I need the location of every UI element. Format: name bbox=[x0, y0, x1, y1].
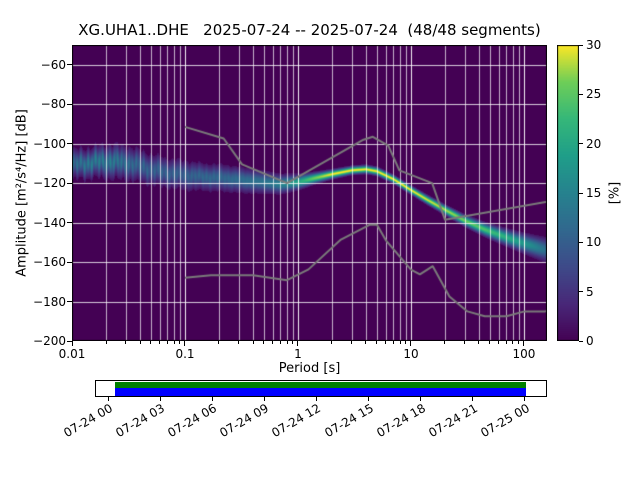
colorbar-tick-mark bbox=[579, 44, 583, 46]
x-minor-tick-mark bbox=[444, 341, 446, 344]
x-minor-tick-mark bbox=[105, 341, 107, 344]
x-minor-tick-mark bbox=[166, 341, 168, 344]
timeline-bar bbox=[95, 380, 547, 397]
colorbar-tick-mark bbox=[579, 241, 583, 243]
colorbar-tick-mark bbox=[579, 340, 583, 342]
y-tick-label: −80 bbox=[40, 97, 66, 112]
y-tick-label: −160 bbox=[33, 255, 66, 270]
x-tick-label: 0.1 bbox=[175, 347, 195, 361]
timeline-data-green bbox=[115, 382, 526, 388]
x-tick-mark bbox=[523, 341, 525, 346]
timeline-data-blue bbox=[115, 388, 526, 396]
x-minor-tick-mark bbox=[392, 341, 394, 344]
x-minor-tick-mark bbox=[218, 341, 220, 344]
y-axis-label: Amplitude [m²/s⁴/Hz] [dB] bbox=[14, 109, 30, 277]
x-minor-tick-mark bbox=[498, 341, 500, 344]
colorbar-tick-label: 10 bbox=[586, 235, 602, 250]
x-minor-tick-mark bbox=[159, 341, 161, 344]
timeline-tick-mark bbox=[263, 397, 265, 401]
x-axis-label: Period [s] bbox=[278, 361, 341, 376]
x-minor-tick-mark bbox=[376, 341, 378, 344]
y-tick-label: −120 bbox=[33, 176, 66, 191]
x-minor-tick-mark bbox=[385, 341, 387, 344]
x-minor-tick-mark bbox=[331, 341, 333, 344]
x-minor-tick-mark bbox=[150, 341, 152, 344]
x-minor-tick-mark bbox=[252, 341, 254, 344]
x-minor-tick-mark bbox=[512, 341, 514, 344]
chart-title: XG.UHA1..DHE 2025-07-24 -- 2025-07-24 (4… bbox=[78, 21, 541, 39]
colorbar-tick-label: 5 bbox=[586, 284, 594, 299]
x-minor-tick-mark bbox=[125, 341, 127, 344]
y-tick-mark bbox=[67, 103, 72, 105]
x-tick-label: 100 bbox=[512, 347, 536, 361]
x-minor-tick-mark bbox=[292, 341, 294, 344]
y-tick-mark bbox=[67, 64, 72, 66]
x-minor-tick-mark bbox=[286, 341, 288, 344]
x-minor-tick-mark bbox=[365, 341, 367, 344]
colorbar-canvas bbox=[557, 45, 579, 341]
x-tick-label: 0.01 bbox=[58, 347, 86, 361]
timeline-tick-mark bbox=[107, 397, 109, 401]
ppsd-canvas bbox=[72, 45, 547, 341]
y-tick-label: −100 bbox=[33, 136, 66, 151]
y-tick-mark bbox=[67, 222, 72, 224]
y-tick-mark bbox=[67, 340, 72, 342]
x-minor-tick-mark bbox=[238, 341, 240, 344]
x-tick-mark bbox=[184, 341, 186, 346]
y-tick-label: −60 bbox=[40, 57, 66, 72]
x-minor-tick-mark bbox=[489, 341, 491, 344]
x-minor-tick-mark bbox=[263, 341, 265, 344]
timeline-tick-mark bbox=[159, 397, 161, 401]
y-tick-label: −180 bbox=[33, 294, 66, 309]
x-minor-tick-mark bbox=[351, 341, 353, 344]
timeline-tick-mark bbox=[368, 397, 369, 401]
colorbar-tick-label: 0 bbox=[586, 334, 594, 348]
colorbar-tick-mark bbox=[579, 143, 583, 145]
timeline-tick-mark bbox=[472, 397, 474, 401]
y-tick-label: −200 bbox=[33, 334, 66, 348]
x-minor-tick-mark bbox=[478, 341, 480, 344]
x-tick-mark bbox=[410, 341, 412, 346]
x-minor-tick-mark bbox=[279, 341, 281, 344]
x-minor-tick-mark bbox=[405, 341, 407, 344]
x-minor-tick-mark bbox=[272, 341, 274, 344]
colorbar-tick-mark bbox=[579, 291, 583, 293]
colorbar-tick-label: 25 bbox=[586, 87, 602, 102]
timeline-tick-mark bbox=[420, 397, 422, 401]
x-minor-tick-mark bbox=[173, 341, 175, 344]
colorbar-tick-mark bbox=[579, 192, 583, 194]
x-minor-tick-mark bbox=[505, 341, 507, 344]
x-minor-tick-mark bbox=[179, 341, 181, 344]
colorbar-tick-label: 20 bbox=[586, 136, 602, 151]
colorbar-tick-label: 30 bbox=[586, 38, 602, 52]
x-minor-tick-mark bbox=[464, 341, 466, 344]
y-tick-mark bbox=[67, 182, 72, 184]
timeline-tick-mark bbox=[211, 397, 213, 401]
x-minor-tick-mark bbox=[139, 341, 141, 344]
y-tick-mark bbox=[67, 261, 72, 263]
x-tick-mark bbox=[71, 341, 73, 346]
timeline-tick-mark bbox=[524, 397, 526, 401]
y-tick-label: −140 bbox=[33, 215, 66, 230]
colorbar-tick-mark bbox=[579, 93, 583, 95]
x-tick-label: 10 bbox=[403, 347, 419, 361]
x-tick-mark bbox=[297, 341, 299, 346]
y-tick-mark bbox=[67, 301, 72, 303]
colorbar-tick-label: 15 bbox=[586, 186, 602, 200]
y-tick-mark bbox=[67, 143, 72, 145]
colorbar-label: [%] bbox=[607, 181, 623, 205]
timeline-tick-mark bbox=[315, 397, 317, 401]
x-tick-label: 1 bbox=[294, 347, 302, 361]
x-minor-tick-mark bbox=[518, 341, 520, 344]
x-minor-tick-mark bbox=[399, 341, 401, 344]
